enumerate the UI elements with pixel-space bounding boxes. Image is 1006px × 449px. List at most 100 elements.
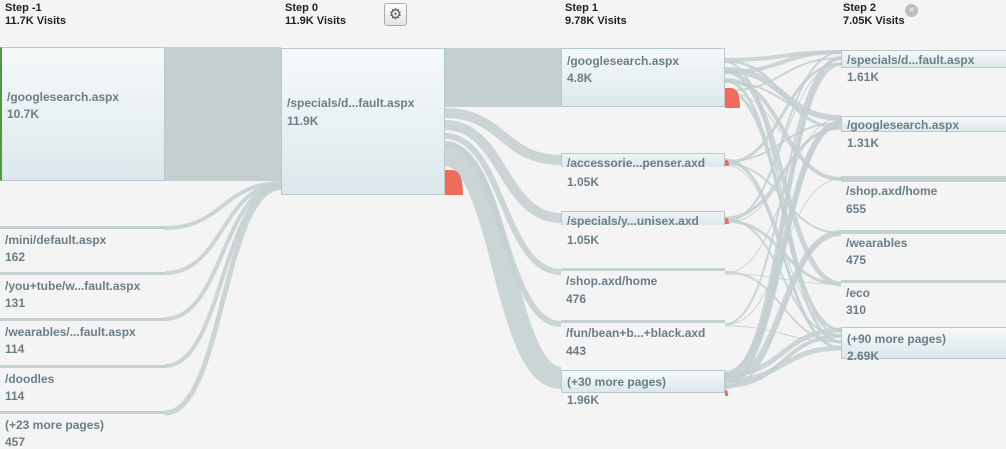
node-shop-home[interactable]: /shop.axd/home 476 xyxy=(561,268,725,308)
node-label: (+23 more pages) xyxy=(5,418,105,432)
node-count: 4.8K xyxy=(567,71,593,85)
flow-link xyxy=(442,144,564,389)
node-count: 655 xyxy=(846,202,867,216)
node-label: /shop.axd/home xyxy=(566,274,658,288)
column-title: Step 1 xyxy=(565,2,599,14)
node-count: 1.05K xyxy=(567,233,600,247)
dropoff-marker xyxy=(725,218,729,224)
settings-button[interactable]: ⚙ xyxy=(384,3,407,26)
node-label: /specials/y...unisex.axd xyxy=(567,214,699,228)
node-accessories-dispenser[interactable]: /accessorie...penser.axd 1.05K xyxy=(561,153,725,189)
node-label: /doodles xyxy=(5,372,55,386)
node-label: /wearables/...fault.aspx xyxy=(5,325,136,339)
node-googlesearch[interactable]: /googlesearch.aspx 1.31K xyxy=(841,116,1006,150)
node-specials-default[interactable]: /specials/d...fault.aspx 1.61K xyxy=(841,50,1006,84)
column-visits: 7.05K Visits xyxy=(843,15,905,27)
node-specials-unisex[interactable]: /specials/y...unisex.axd 1.05K xyxy=(561,211,725,247)
node-count: 310 xyxy=(846,303,867,317)
node-count: 131 xyxy=(5,296,26,310)
column-visits: 9.78K Visits xyxy=(565,15,627,27)
flow-link xyxy=(444,133,562,275)
flow-link xyxy=(724,232,842,389)
flow-link xyxy=(444,108,562,165)
flow-link xyxy=(164,184,282,368)
flow-link xyxy=(445,48,561,107)
node-count: 457 xyxy=(5,435,26,449)
node-eco[interactable]: /eco 310 xyxy=(841,280,1006,320)
flow-link xyxy=(164,182,282,275)
dropoff-marker xyxy=(445,170,463,195)
node-label: /fun/bean+b...+black.axd xyxy=(566,326,706,340)
column-title: Step 2 xyxy=(843,2,877,14)
column-header-step0: Step 0 11.9K Visits xyxy=(285,2,346,28)
dropoff-marker xyxy=(725,160,729,166)
node-count: 114 xyxy=(5,389,25,403)
node-label: /shop.axd/home xyxy=(846,184,938,198)
node-label: /googlesearch.aspx xyxy=(567,54,680,68)
node-label: /mini/default.aspx xyxy=(5,233,107,247)
node-count: 162 xyxy=(5,250,26,264)
node-you-tube[interactable]: /you+tube/w...fault.aspx 131 xyxy=(0,272,165,312)
node-count: 475 xyxy=(846,253,867,267)
node-count: 11.9K xyxy=(287,114,319,128)
node-label: (+90 more pages) xyxy=(847,332,947,346)
flow-link xyxy=(724,51,842,223)
column-visits: 11.9K Visits xyxy=(285,15,346,27)
node-count: 1.61K xyxy=(847,70,880,84)
flow-link xyxy=(724,68,842,287)
node-label: /accessorie...penser.axd xyxy=(567,156,706,170)
flow-link xyxy=(724,273,842,285)
flow-link xyxy=(724,56,842,378)
node-label: /wearables xyxy=(846,236,908,250)
node-count: 476 xyxy=(566,292,587,306)
node-count: 1.05K xyxy=(567,175,600,189)
flow-link xyxy=(724,50,842,74)
node-mini-default[interactable]: /mini/default.aspx 162 xyxy=(0,226,165,266)
node-count: 443 xyxy=(566,344,587,358)
column-header-step2: Step 2 7.05K Visits xyxy=(843,2,905,28)
node-more-pages[interactable]: (+90 more pages) 2.69K xyxy=(841,327,1006,363)
node-shop-home[interactable]: /shop.axd/home 655 xyxy=(841,176,1006,216)
column-title: Step 0 xyxy=(285,2,319,14)
node-count: 2.69K xyxy=(847,349,880,363)
node-wearables[interactable]: /wearables 475 xyxy=(841,230,1006,270)
column-title: Step -1 xyxy=(5,2,42,14)
node-wearables[interactable]: /wearables/...fault.aspx 114 xyxy=(0,318,165,358)
node-doodles[interactable]: /doodles 114 xyxy=(0,365,165,405)
node-label: /specials/d...fault.aspx xyxy=(847,53,975,67)
node-label: /googlesearch.aspx xyxy=(7,90,120,104)
gear-icon: ⚙ xyxy=(388,6,403,23)
flow-link xyxy=(724,62,842,389)
node-count: 10.7K xyxy=(7,107,40,121)
flow-link xyxy=(164,185,282,416)
flow-link xyxy=(164,181,282,230)
flow-link xyxy=(724,345,842,384)
column-header-step1: Step 1 9.78K Visits xyxy=(565,2,627,28)
node-label: (+30 more pages) xyxy=(567,375,667,389)
dropoff-marker xyxy=(725,390,728,396)
flow-link xyxy=(724,325,842,343)
dropoff-marker xyxy=(725,88,740,108)
node-count: 114 xyxy=(5,342,25,356)
node-more-pages[interactable]: (+23 more pages) 457 xyxy=(0,411,165,449)
node-googlesearch[interactable]: /googlesearch.aspx 10.7K xyxy=(0,47,165,181)
node-label: /googlesearch.aspx xyxy=(847,118,960,132)
flow-link xyxy=(444,120,562,223)
node-label: /you+tube/w...fault.aspx xyxy=(5,279,141,293)
flow-link xyxy=(724,81,842,119)
node-fun-bean-black[interactable]: /fun/bean+b...+black.axd 443 xyxy=(561,320,725,360)
close-icon: × xyxy=(908,5,915,16)
node-more-pages[interactable]: (+30 more pages) 1.96K xyxy=(561,370,725,407)
node-label: /eco xyxy=(846,286,871,300)
node-googlesearch[interactable]: /googlesearch.aspx 4.8K xyxy=(561,48,725,107)
flow-link xyxy=(165,47,281,181)
close-step-button[interactable]: × xyxy=(905,4,918,17)
node-specials-default[interactable]: /specials/d...fault.aspx 11.9K xyxy=(281,48,445,195)
node-count: 1.31K xyxy=(847,136,880,150)
flow-link xyxy=(724,163,842,234)
node-label: /specials/d...fault.aspx xyxy=(287,96,415,110)
column-header-step-minus1: Step -1 11.7K Visits xyxy=(5,2,66,28)
flow-link xyxy=(724,334,842,388)
flow-link xyxy=(164,183,282,321)
